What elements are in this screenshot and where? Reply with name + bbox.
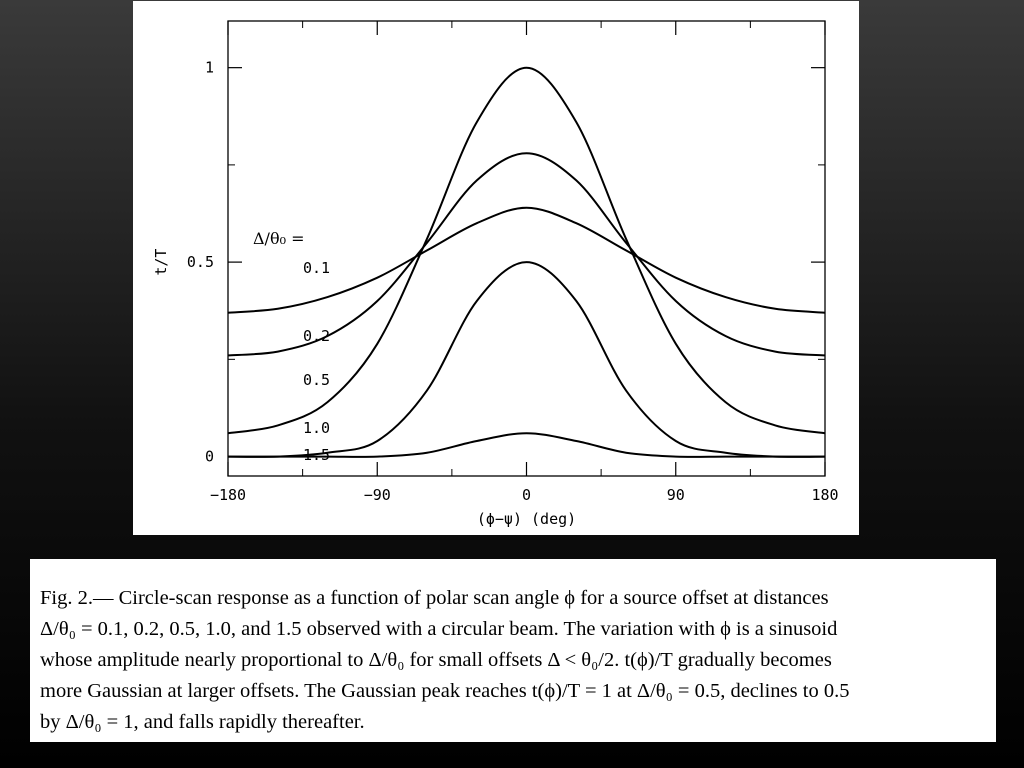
- caption-line-3: whose amplitude nearly proportional to Δ…: [40, 649, 832, 671]
- series-line-1-5: [227, 432, 825, 458]
- legend-label-1-5: 1.5: [303, 446, 330, 464]
- y-axis-label: t/T: [152, 249, 170, 276]
- x-tick-label: 0: [522, 486, 531, 504]
- y-tick-label: 0.5: [187, 253, 214, 271]
- x-tick-label: −90: [364, 486, 391, 504]
- caption-line-2: Δ/θ₀ = 0.1, 0.2, 0.5, 1.0, and 1.5 obser…: [40, 618, 838, 640]
- y-tick-label: 0: [205, 448, 214, 466]
- legend-label-0-5: 0.5: [303, 371, 330, 389]
- figure-panel: −180 −90 0 90 180 0 0.5 1 (ϕ−ψ) (deg) t/T Δ/θ₀ = 0.…: [133, 1, 859, 535]
- figure-caption: Fig. 2.— Circle-scan response as a funct…: [30, 559, 996, 742]
- y-tick-label: 1: [205, 59, 214, 77]
- legend-label-0-1: 0.1: [303, 259, 330, 277]
- caption-line-4: more Gaussian at larger offsets. The Gau…: [40, 680, 850, 702]
- series-line-0-2: [227, 152, 826, 357]
- legend-label-0-2: 0.2: [303, 327, 330, 345]
- response-chart: −180 −90 0 90 180 0 0.5 1 (ϕ−ψ) (deg) t/T Δ/θ₀ = 0.…: [152, 20, 839, 528]
- series-line-0-5: [227, 66, 826, 435]
- caption-line-1: Fig. 2.— Circle-scan response as a funct…: [40, 587, 829, 609]
- series-line-1-0: [227, 261, 826, 458]
- legend-label-1-0: 1.0: [303, 419, 330, 437]
- legend-title: Δ/θ₀ =: [253, 229, 304, 248]
- plot-frame: [227, 20, 826, 477]
- x-tick-label: 180: [811, 486, 838, 504]
- x-tick-label: 90: [667, 486, 685, 504]
- x-tick-label: −180: [210, 486, 246, 504]
- caption-line-5: by Δ/θ₀ = 1, and falls rapidly thereafte…: [40, 711, 365, 733]
- series-line-0-1: [227, 206, 826, 314]
- x-axis-label: (ϕ−ψ) (deg): [477, 510, 576, 528]
